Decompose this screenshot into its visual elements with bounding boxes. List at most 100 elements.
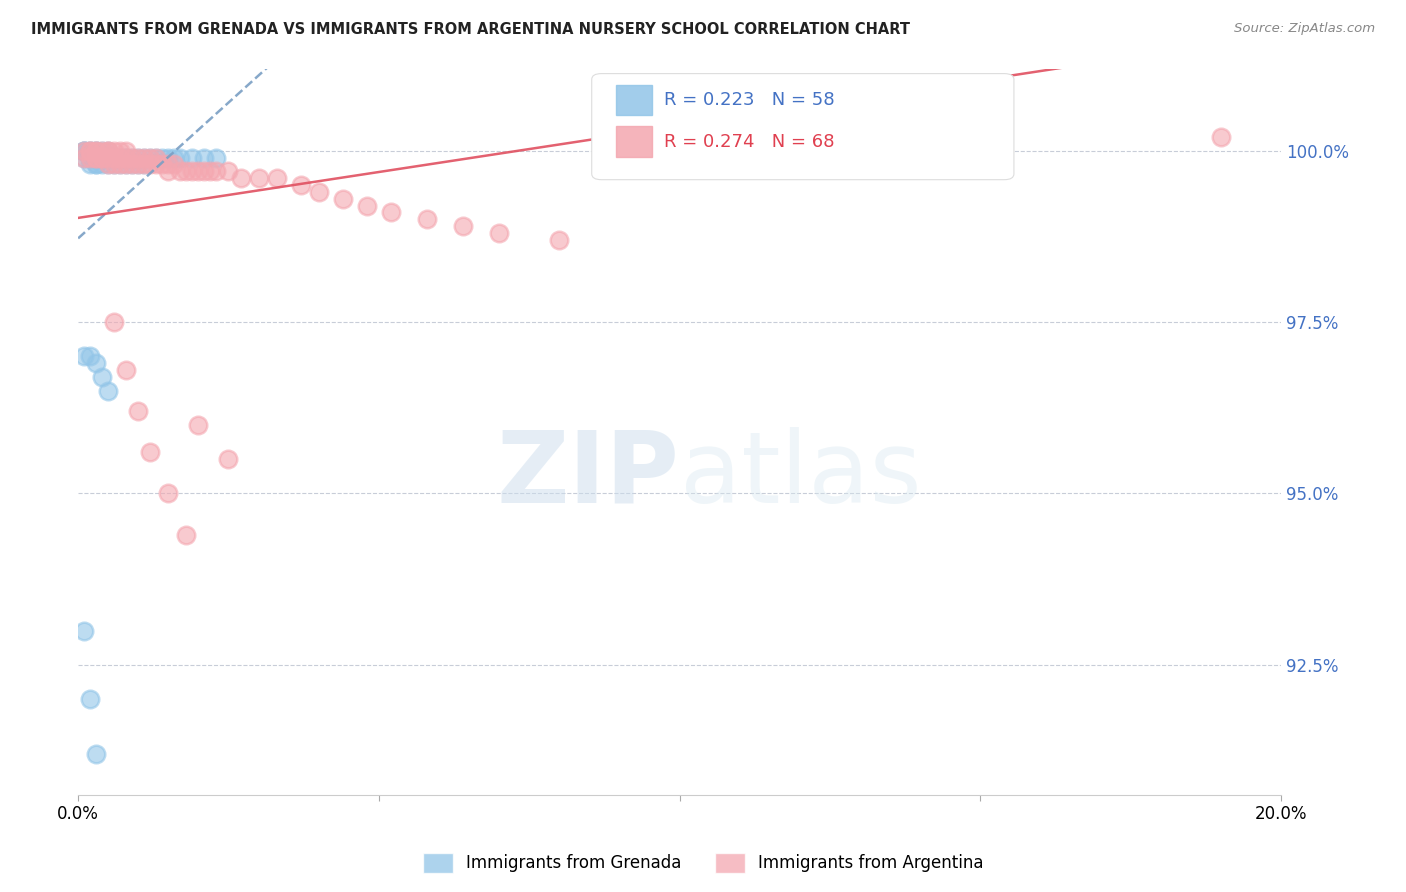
Point (73, 350, 96, 364)
Point (193, 164, 215, 178)
Point (73, 151, 96, 165)
Point (97, 157, 120, 171)
Point (103, 315, 125, 329)
Point (181, 151, 204, 165)
Point (110, 157, 132, 171)
Point (79, 692, 101, 706)
Point (79, 157, 101, 171)
Point (181, 164, 204, 178)
Point (79, 144, 101, 158)
Point (84, 144, 107, 158)
FancyBboxPatch shape (592, 74, 1014, 179)
Point (110, 151, 132, 165)
Point (139, 151, 162, 165)
Point (91, 151, 114, 165)
Point (84, 151, 107, 165)
Text: IMMIGRANTS FROM GRENADA VS IMMIGRANTS FROM ARGENTINA NURSERY SCHOOL CORRELATION : IMMIGRANTS FROM GRENADA VS IMMIGRANTS FR… (31, 22, 910, 37)
Point (115, 151, 138, 165)
Legend: Immigrants from Grenada, Immigrants from Argentina: Immigrants from Grenada, Immigrants from… (416, 847, 990, 880)
Point (205, 164, 228, 178)
Point (79, 144, 101, 158)
Point (110, 151, 132, 165)
Point (145, 151, 167, 165)
Point (139, 445, 162, 459)
Point (488, 226, 510, 240)
Point (84, 151, 107, 165)
Point (163, 151, 186, 165)
Point (134, 151, 156, 165)
Point (134, 157, 156, 171)
Point (115, 144, 138, 158)
Text: R = 0.223   N = 58: R = 0.223 N = 58 (664, 91, 835, 109)
Bar (616, 127, 652, 157)
Point (139, 151, 162, 165)
Point (91, 370, 114, 384)
Point (157, 486, 180, 500)
Point (97, 151, 120, 165)
Point (103, 151, 125, 165)
Point (73, 144, 96, 158)
Text: atlas: atlas (679, 427, 921, 524)
Point (84, 157, 107, 171)
Point (84, 144, 107, 158)
Point (115, 157, 138, 171)
Point (145, 157, 167, 171)
Point (163, 157, 186, 171)
Point (176, 527, 198, 541)
Point (97, 157, 120, 171)
Point (229, 171, 252, 186)
Point (266, 171, 288, 186)
Point (127, 157, 149, 171)
Text: R = 0.274   N = 68: R = 0.274 N = 68 (664, 133, 834, 151)
Point (115, 363, 138, 377)
Point (134, 157, 156, 171)
Point (548, 233, 571, 247)
Point (205, 151, 228, 165)
Point (97, 144, 120, 158)
Point (121, 157, 143, 171)
Point (121, 157, 143, 171)
Point (176, 164, 198, 178)
Point (115, 157, 138, 171)
Point (187, 417, 209, 432)
Point (451, 219, 474, 234)
Point (290, 178, 312, 192)
Point (97, 144, 120, 158)
Point (73, 624, 96, 638)
Point (1209, 130, 1232, 145)
Point (332, 192, 354, 206)
Point (84, 151, 107, 165)
Point (150, 151, 173, 165)
Point (127, 151, 149, 165)
Point (187, 164, 209, 178)
Point (110, 144, 132, 158)
Point (91, 144, 114, 158)
Point (91, 144, 114, 158)
Point (79, 151, 101, 165)
Point (79, 151, 101, 165)
Point (150, 157, 173, 171)
Point (103, 157, 125, 171)
Point (115, 151, 138, 165)
Bar (616, 85, 652, 115)
Point (110, 151, 132, 165)
Point (79, 151, 101, 165)
Point (73, 144, 96, 158)
Point (308, 185, 330, 199)
Point (73, 151, 96, 165)
Point (110, 157, 132, 171)
Point (97, 151, 120, 165)
Point (97, 151, 120, 165)
Point (97, 144, 120, 158)
Point (115, 151, 138, 165)
Text: ZIP: ZIP (496, 427, 679, 524)
Point (103, 151, 125, 165)
Point (79, 151, 101, 165)
Point (84, 151, 107, 165)
Point (79, 144, 101, 158)
Point (127, 157, 149, 171)
Point (73, 144, 96, 158)
Point (121, 151, 143, 165)
Point (79, 151, 101, 165)
Point (416, 212, 439, 227)
